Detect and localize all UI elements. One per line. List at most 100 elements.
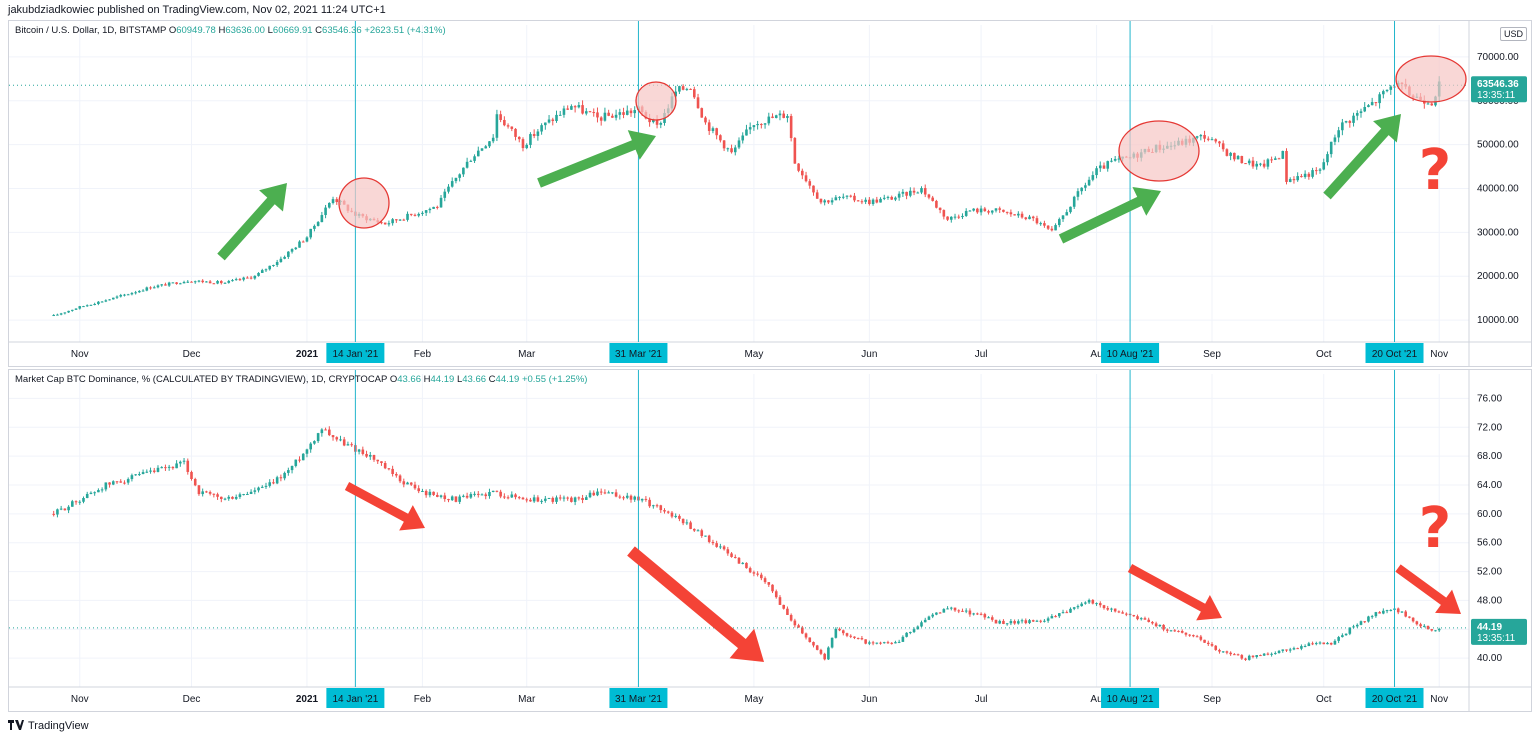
pane2-candle	[774, 591, 778, 598]
pane2-candle	[383, 463, 387, 469]
pane2-candle	[856, 637, 860, 639]
pane2-candle	[417, 488, 420, 492]
pane2-candle	[298, 459, 301, 461]
pane2-candle	[454, 496, 458, 502]
pane2-candle	[860, 638, 864, 640]
pane1-candle	[655, 119, 659, 125]
tradingview-brand[interactable]: TradingView	[28, 720, 89, 732]
pane2-candle	[815, 645, 819, 650]
pane1-candle	[287, 251, 290, 257]
pane1-candle	[599, 117, 603, 121]
pane2-candle	[447, 499, 450, 501]
pane2-candle	[909, 632, 912, 634]
bitcoin-price-pane[interactable]: 70000.0060000.0050000.0040000.0030000.00…	[8, 20, 1532, 367]
pane1-candle	[864, 199, 867, 202]
pane2-candle	[1017, 621, 1020, 624]
pane1-y-tick-label: 30000.00	[1477, 227, 1519, 238]
pane2-candle	[741, 562, 745, 564]
pane2-date-tag-box	[1101, 688, 1160, 708]
pane1-candle	[689, 88, 692, 90]
pane1-candle	[946, 216, 949, 220]
pane1-candle	[417, 213, 420, 216]
bitcoin-close-label: C	[315, 25, 323, 36]
bitcoin-chart-svg[interactable]: 70000.0060000.0050000.0040000.0030000.00…	[9, 21, 1531, 366]
pane1-candle	[1069, 206, 1072, 213]
pane1-candle	[462, 167, 465, 175]
pane1-candle	[603, 112, 607, 121]
pane2-candle	[197, 485, 201, 495]
pane2-candle	[1143, 618, 1147, 620]
pane2-candle	[1244, 658, 1247, 660]
pane2-candle	[1195, 636, 1199, 638]
pane1-countdown: 13:35:11	[1477, 90, 1516, 101]
pane2-candle	[1035, 620, 1039, 622]
red-trend-arrow	[344, 482, 425, 531]
dominance-chart-svg[interactable]: 76.00 72.00 68.00 64.00 60.00 56.00 52.00 48.00…	[9, 370, 1531, 711]
pane2-candle	[923, 619, 927, 623]
bitcoin-open: 60949.78	[176, 25, 216, 36]
pane2-candle	[529, 499, 532, 502]
pane1-candle	[1266, 159, 1270, 167]
pane2-candle	[681, 518, 685, 524]
pane2-candle	[398, 475, 402, 482]
pane1-candle	[957, 216, 961, 218]
pane2-candle	[670, 512, 674, 517]
pane2-candle	[1311, 643, 1314, 645]
pane2-candle	[652, 505, 655, 507]
pane2-candle	[1285, 649, 1288, 651]
pane1-candle	[1389, 86, 1393, 90]
pane1-candle	[778, 113, 782, 116]
pane1-candle	[827, 200, 830, 203]
red-trend-arrow	[1395, 564, 1461, 614]
pane1-candle	[476, 150, 480, 157]
pane1-candle	[93, 303, 96, 305]
pane1-y-tick-label: 40000.00	[1477, 184, 1519, 195]
pane2-candle	[745, 562, 748, 569]
pane1-candle	[227, 280, 231, 283]
pane1-candle	[1355, 113, 1359, 116]
pane2-candle	[1363, 621, 1367, 623]
pane1-candle	[115, 296, 119, 298]
pane1-date-tag: 31 Mar '21	[615, 349, 662, 360]
pane2-candle	[1259, 655, 1262, 657]
pane1-candle	[726, 148, 730, 150]
pane2-candle	[1054, 616, 1057, 618]
pane1-candle	[1065, 212, 1069, 216]
pane2-candle	[536, 497, 540, 502]
pane2-candle	[473, 493, 476, 495]
pane1-candle	[797, 163, 800, 171]
pane2-candle	[238, 494, 242, 497]
currency-badge[interactable]: USD	[1499, 27, 1527, 41]
pane2-candle	[566, 497, 569, 499]
pane1-date-tag: 20 Oct '21	[1372, 349, 1418, 360]
pane2-candle	[1434, 630, 1437, 632]
pane2-candle	[119, 481, 123, 483]
pane2-candle	[376, 459, 380, 462]
pane1-candle	[119, 295, 123, 297]
pane2-candle	[562, 497, 566, 499]
pane1-candle	[719, 135, 722, 141]
pane2-candle	[145, 471, 149, 473]
pane1-candle	[491, 137, 495, 142]
pane1-x-tick-label: Jun	[861, 349, 877, 360]
pane1-date-tag-box	[326, 343, 385, 363]
pane1-candle	[257, 272, 260, 276]
pane2-candle	[1177, 630, 1180, 632]
pane1-candle	[503, 119, 506, 126]
pane1-candle	[391, 219, 394, 224]
pane2-x-tick-label: Oct	[1316, 694, 1332, 705]
pane2-candle	[1046, 618, 1050, 621]
pane2-y-tick-label: 56.00	[1477, 538, 1502, 549]
pane2-candle	[938, 612, 942, 614]
pane2-candle	[346, 444, 350, 446]
pane2-candle	[287, 470, 290, 473]
bitcoin-legend: Bitcoin / U.S. Dollar, 1D, BITSTAMP O609…	[15, 25, 446, 36]
pane1-candle	[860, 201, 864, 203]
tradingview-logo-icon[interactable]	[8, 719, 24, 733]
pane1-candle	[823, 200, 826, 203]
pane2-candle	[1329, 642, 1333, 645]
pane1-candle	[246, 277, 249, 279]
btc-dominance-pane[interactable]: 76.00 72.00 68.00 64.00 60.00 56.00 52.00 48.00…	[8, 369, 1532, 712]
pane2-candle	[823, 653, 826, 660]
pane1-candle	[201, 280, 204, 283]
